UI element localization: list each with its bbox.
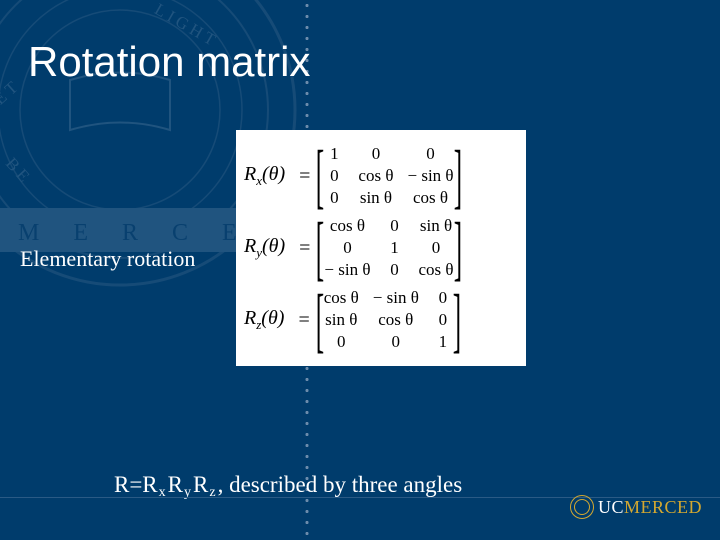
composition-formula: R=R x R y R z , described by three angle… (114, 472, 462, 498)
rotation-matrices-block: Rx(θ) = [ 100 0cos θ− sin θ 0sin θcos θ … (236, 130, 526, 366)
svg-text:BE: BE (2, 154, 36, 189)
logo-uc-text: UC (598, 497, 624, 517)
matrix-row-rx: Rx(θ) = [ 100 0cos θ− sin θ 0sin θcos θ … (244, 144, 518, 208)
slide-title: Rotation matrix (28, 38, 310, 86)
matrix-row-rz: Rz(θ) = [ cos θ− sin θ0 sin θcos θ0 001 … (244, 288, 518, 352)
subheading-elementary-rotation: Elementary rotation (20, 246, 195, 272)
ucmerced-seal-icon (570, 495, 594, 519)
matrix-row-ry: Ry(θ) = [ cos θ0sin θ 010 − sin θ0cos θ … (244, 216, 518, 280)
logo-merced-text: MERCED (624, 497, 702, 517)
ucmerced-logo: UCMERCED (570, 495, 702, 519)
